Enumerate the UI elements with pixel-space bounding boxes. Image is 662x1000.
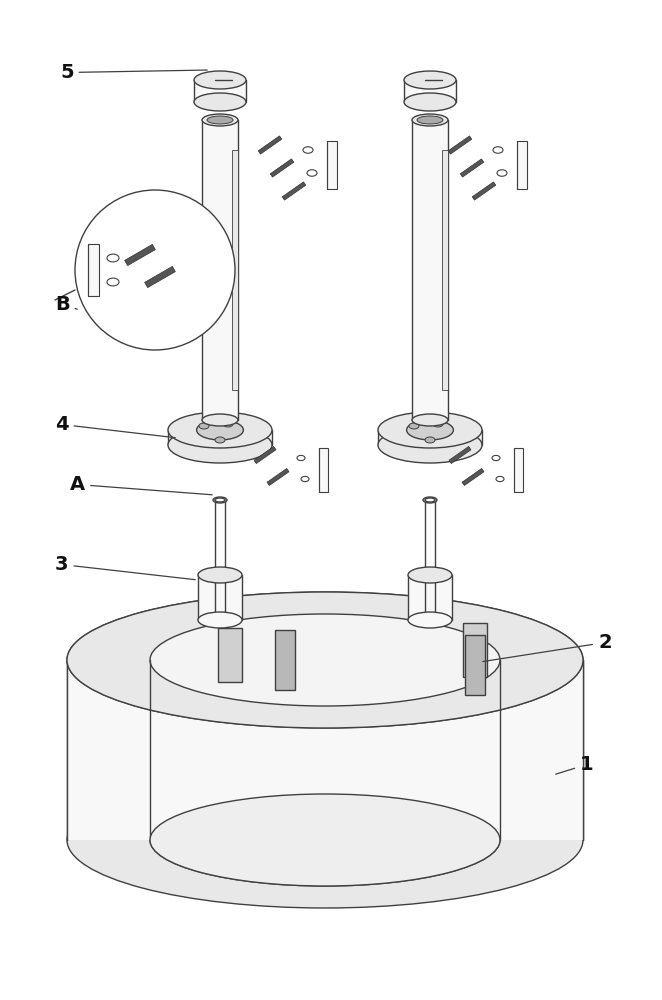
Ellipse shape bbox=[406, 420, 453, 440]
Polygon shape bbox=[144, 266, 175, 288]
Circle shape bbox=[75, 190, 235, 350]
Ellipse shape bbox=[67, 592, 583, 728]
Polygon shape bbox=[168, 430, 272, 445]
Ellipse shape bbox=[223, 421, 233, 427]
Ellipse shape bbox=[107, 278, 119, 286]
Ellipse shape bbox=[301, 476, 309, 482]
Ellipse shape bbox=[417, 116, 443, 124]
Ellipse shape bbox=[378, 427, 482, 463]
Ellipse shape bbox=[303, 147, 313, 153]
Ellipse shape bbox=[496, 476, 504, 482]
Ellipse shape bbox=[433, 421, 443, 427]
Ellipse shape bbox=[168, 427, 272, 463]
Polygon shape bbox=[254, 446, 276, 464]
Ellipse shape bbox=[150, 794, 500, 886]
Ellipse shape bbox=[412, 414, 448, 426]
Ellipse shape bbox=[215, 437, 225, 443]
Ellipse shape bbox=[194, 93, 246, 111]
Ellipse shape bbox=[199, 423, 209, 429]
Ellipse shape bbox=[202, 414, 238, 426]
Polygon shape bbox=[465, 635, 485, 695]
Polygon shape bbox=[460, 159, 484, 177]
Ellipse shape bbox=[408, 612, 452, 628]
Polygon shape bbox=[218, 628, 242, 682]
Ellipse shape bbox=[197, 420, 244, 440]
Ellipse shape bbox=[408, 567, 452, 583]
Ellipse shape bbox=[409, 423, 419, 429]
Text: 1: 1 bbox=[555, 755, 594, 774]
Ellipse shape bbox=[198, 612, 242, 628]
Ellipse shape bbox=[202, 114, 238, 126]
Ellipse shape bbox=[194, 71, 246, 89]
Text: 4: 4 bbox=[55, 415, 175, 438]
Ellipse shape bbox=[67, 772, 583, 908]
Polygon shape bbox=[202, 120, 238, 420]
Ellipse shape bbox=[198, 567, 242, 583]
Polygon shape bbox=[124, 244, 156, 266]
Ellipse shape bbox=[425, 498, 435, 502]
Ellipse shape bbox=[378, 412, 482, 448]
Bar bbox=[514, 448, 523, 492]
Polygon shape bbox=[412, 120, 448, 420]
Polygon shape bbox=[270, 159, 294, 177]
Ellipse shape bbox=[297, 455, 305, 461]
Ellipse shape bbox=[404, 71, 456, 89]
Polygon shape bbox=[267, 468, 289, 486]
Polygon shape bbox=[378, 430, 482, 445]
Polygon shape bbox=[448, 136, 472, 154]
Text: A: A bbox=[70, 475, 213, 495]
Bar bbox=[517, 141, 527, 189]
Text: 2: 2 bbox=[483, 633, 612, 662]
Ellipse shape bbox=[213, 497, 227, 503]
Bar bbox=[319, 448, 328, 492]
Text: B: B bbox=[55, 295, 77, 314]
Polygon shape bbox=[463, 623, 487, 677]
Ellipse shape bbox=[423, 497, 437, 503]
Bar bbox=[442, 150, 448, 390]
Polygon shape bbox=[67, 660, 583, 840]
Ellipse shape bbox=[412, 114, 448, 126]
Polygon shape bbox=[404, 80, 456, 102]
Polygon shape bbox=[282, 182, 306, 200]
Ellipse shape bbox=[150, 614, 500, 706]
Polygon shape bbox=[275, 630, 295, 690]
Text: 5: 5 bbox=[60, 63, 207, 82]
Ellipse shape bbox=[492, 455, 500, 461]
Ellipse shape bbox=[150, 614, 500, 706]
Ellipse shape bbox=[207, 116, 233, 124]
Ellipse shape bbox=[493, 147, 503, 153]
Polygon shape bbox=[449, 446, 471, 464]
Ellipse shape bbox=[150, 794, 500, 886]
Ellipse shape bbox=[307, 170, 317, 176]
Bar bbox=[88, 244, 99, 296]
Ellipse shape bbox=[404, 93, 456, 111]
Text: 3: 3 bbox=[55, 555, 195, 580]
Polygon shape bbox=[462, 468, 484, 486]
Polygon shape bbox=[472, 182, 496, 200]
Polygon shape bbox=[198, 575, 242, 620]
Ellipse shape bbox=[168, 412, 272, 448]
Polygon shape bbox=[408, 575, 452, 620]
Ellipse shape bbox=[425, 437, 435, 443]
Polygon shape bbox=[258, 136, 282, 154]
Ellipse shape bbox=[215, 498, 225, 502]
Ellipse shape bbox=[107, 254, 119, 262]
Polygon shape bbox=[194, 80, 246, 102]
Bar bbox=[232, 150, 238, 390]
Ellipse shape bbox=[497, 170, 507, 176]
Ellipse shape bbox=[67, 592, 583, 728]
Bar bbox=[327, 141, 337, 189]
